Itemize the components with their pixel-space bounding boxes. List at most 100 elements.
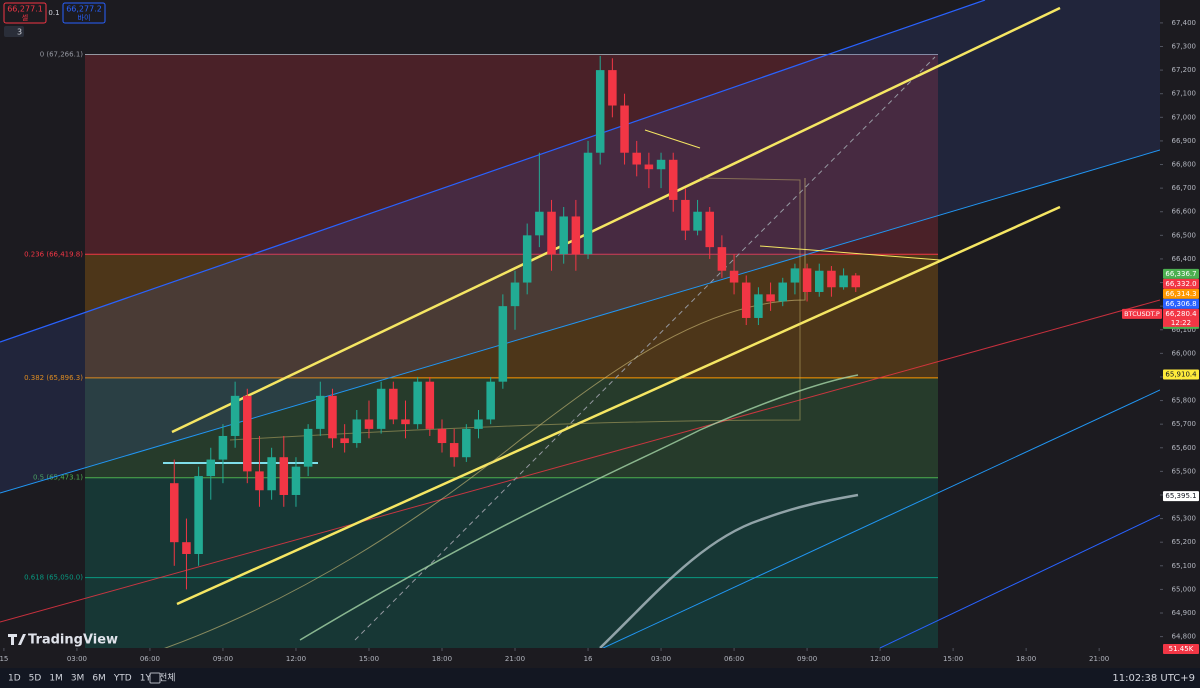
channel-line xyxy=(601,389,1160,648)
candle-body xyxy=(620,105,629,153)
fib-band xyxy=(85,377,938,478)
volume-tag xyxy=(1163,644,1199,654)
y-tick-label: 67,100 xyxy=(1172,90,1197,98)
indicator-line xyxy=(599,493,859,648)
price-tag xyxy=(1163,298,1199,309)
x-tick-label: 21:00 xyxy=(505,655,525,663)
candle-body xyxy=(194,476,203,554)
fib-label: 0 (67,266.1) xyxy=(40,51,84,59)
y-tick-label: 66,900 xyxy=(1172,137,1197,145)
candle-body xyxy=(316,395,325,429)
range-button[interactable]: 5D xyxy=(29,674,42,684)
channel-line xyxy=(0,299,1160,623)
fib-label: 0.618 (65,050.0) xyxy=(24,574,83,582)
y-tick-label: 65,500 xyxy=(1172,467,1197,475)
fib-label: 0.382 (65,896.3) xyxy=(24,374,83,382)
price-tag-label: 66,280.4 xyxy=(1165,310,1197,318)
channel-line xyxy=(879,514,1160,648)
logo: TradingView xyxy=(8,633,118,648)
channel-line xyxy=(0,0,986,343)
y-tick-label: 66,500 xyxy=(1172,231,1197,239)
indicator-line xyxy=(299,374,859,641)
candle-body xyxy=(802,268,812,292)
candle-body xyxy=(741,282,751,318)
countdown-label: 12:22 xyxy=(1171,319,1191,327)
range-button[interactable]: 1D xyxy=(8,674,21,684)
buy-price: 66,277.2 xyxy=(66,5,102,14)
fib-label: 0.236 (66,419.8) xyxy=(24,250,83,258)
candle-body xyxy=(230,395,240,436)
indicators-count: 3 xyxy=(17,28,22,37)
candle-body xyxy=(498,306,508,382)
price-tag xyxy=(1163,491,1199,502)
y-tick-label: 66,700 xyxy=(1172,184,1197,192)
y-tick-label: 67,200 xyxy=(1172,66,1197,74)
candle-body xyxy=(449,443,459,458)
x-tick-label: 16 xyxy=(584,655,593,663)
price-tag-label: 66,314.3 xyxy=(1165,290,1196,298)
range-button[interactable]: 3M xyxy=(71,674,85,684)
candle-body xyxy=(839,275,848,288)
candle-body xyxy=(182,542,191,554)
candle-body xyxy=(340,438,349,444)
range-button[interactable]: YTD xyxy=(113,674,132,684)
sell-button[interactable] xyxy=(3,2,47,24)
candle-body xyxy=(389,388,398,420)
price-tag-label: 66,332.0 xyxy=(1165,280,1196,288)
candle-body xyxy=(595,70,605,153)
x-tick-label: 15:00 xyxy=(359,655,379,663)
y-tick-label: 65,800 xyxy=(1172,397,1197,405)
x-tick-label: 15:00 xyxy=(943,655,963,663)
candle-body xyxy=(547,211,556,255)
y-tick-label: 66,400 xyxy=(1172,255,1197,263)
candle-body xyxy=(522,235,532,283)
candle-body xyxy=(474,419,483,429)
fib-band xyxy=(85,54,938,255)
buy-button[interactable] xyxy=(62,2,106,24)
range-button[interactable]: 1M xyxy=(49,674,63,684)
y-tick-label: 64,900 xyxy=(1172,609,1197,617)
x-tick-label: 18:00 xyxy=(432,655,452,663)
candle-body xyxy=(303,428,313,467)
x-tick-label: 09:00 xyxy=(797,655,817,663)
candle-body xyxy=(693,211,702,231)
candle-body xyxy=(729,270,739,283)
candle-body xyxy=(717,247,727,271)
clock: 11:02:38 UTC+9 xyxy=(1112,673,1195,684)
range-button[interactable]: 1Y xyxy=(140,674,152,684)
candle-body xyxy=(437,428,447,444)
candle-body xyxy=(425,381,435,429)
y-tick-label: 65,000 xyxy=(1172,585,1197,593)
y-tick-label: 64,800 xyxy=(1172,633,1197,641)
candle-body xyxy=(754,294,763,318)
candle-body xyxy=(644,164,654,170)
indicator-line xyxy=(163,178,806,648)
candle-body xyxy=(827,270,836,288)
order-panel: 66,277.1 셀 0.1 66,277.2 바이 3 xyxy=(3,2,106,37)
bottom-bar xyxy=(0,668,1200,688)
candle-body xyxy=(243,395,252,472)
price-tag-label: 65,910.4 xyxy=(1165,371,1197,379)
date-range-icon[interactable] xyxy=(149,672,161,684)
y-tick-label: 65,300 xyxy=(1172,515,1197,523)
spread: 0.1 xyxy=(48,9,59,17)
annotation-line xyxy=(644,129,701,149)
y-tick-label: 65,600 xyxy=(1172,444,1197,452)
candle-body xyxy=(255,471,264,491)
candle-body xyxy=(535,211,544,236)
candle-body xyxy=(681,199,690,231)
fib-band xyxy=(85,477,938,578)
countdown-tag xyxy=(1163,317,1199,327)
trend-line xyxy=(176,205,1061,606)
range-button[interactable]: 6M xyxy=(92,674,106,684)
price-tag-label: 66,336.7 xyxy=(1165,270,1196,278)
x-tick-label: 21:00 xyxy=(1089,655,1109,663)
indicators-toggle[interactable] xyxy=(4,26,24,37)
fib-band xyxy=(85,577,938,648)
x-tick-label: 12:00 xyxy=(286,655,306,663)
price-tag xyxy=(1163,369,1199,380)
candle-body xyxy=(608,70,617,106)
candle-body xyxy=(218,435,228,460)
range-button[interactable]: 전체 xyxy=(159,673,176,684)
candle-body xyxy=(814,270,824,292)
